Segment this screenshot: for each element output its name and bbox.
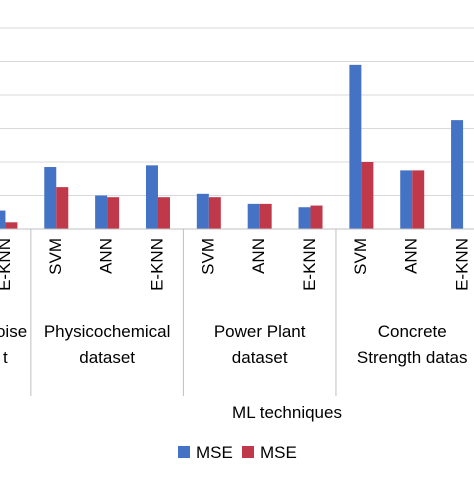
legend-label: MSE <box>196 443 233 462</box>
bar <box>5 222 18 229</box>
bar <box>56 187 69 229</box>
category-tick-label: SVM <box>46 238 65 275</box>
group-label: Strength datas <box>357 348 468 367</box>
bar <box>361 162 374 229</box>
axes <box>0 228 474 396</box>
bar <box>157 197 170 229</box>
group-label: Physicochemical <box>44 322 171 341</box>
bar <box>400 170 413 229</box>
legend: MSE MSE <box>178 443 297 462</box>
category-tick-labels: E-KNN SVM ANN E-KNN SVM ANN E-KNN SVM ANN E-KNN <box>0 238 472 291</box>
bar <box>0 210 6 229</box>
bar <box>95 195 108 229</box>
bar <box>310 205 323 229</box>
group-label: dataset <box>232 348 288 367</box>
legend-swatch <box>178 446 190 458</box>
group-label: t <box>3 348 8 367</box>
category-tick-label: E-KNN <box>453 238 472 291</box>
bar <box>451 120 464 229</box>
category-tick-label: ANN <box>249 238 268 274</box>
legend-swatch <box>242 446 254 458</box>
bar <box>145 165 158 229</box>
x-axis-title: ML techniques <box>232 403 342 422</box>
bar <box>298 207 311 229</box>
bar <box>412 170 425 229</box>
legend-label: MSE <box>260 443 297 462</box>
bar <box>107 197 120 229</box>
category-tick-label: E-KNN <box>300 238 319 291</box>
category-tick-label: E-KNN <box>147 238 166 291</box>
group-label: dataset <box>79 348 135 367</box>
group-label: Power Plant <box>214 322 306 341</box>
category-tick-label: E-KNN <box>0 238 14 291</box>
category-tick-label: SVM <box>198 238 217 275</box>
bar <box>259 203 272 229</box>
group-label: Concrete <box>378 322 447 341</box>
category-tick-label: SVM <box>351 238 370 275</box>
bar <box>208 197 221 229</box>
bar <box>247 203 260 229</box>
bar <box>349 64 362 229</box>
category-tick-label: ANN <box>97 238 116 274</box>
bar <box>196 193 209 229</box>
bar <box>44 167 57 229</box>
gridlines <box>0 27 474 196</box>
category-tick-label: ANN <box>402 238 421 274</box>
bars <box>0 64 464 229</box>
